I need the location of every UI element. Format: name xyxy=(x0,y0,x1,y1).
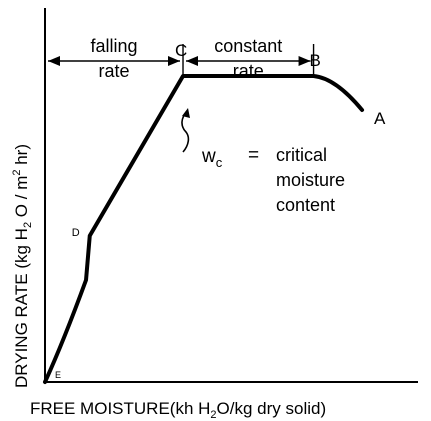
region-arrowhead-right-0 xyxy=(168,56,181,66)
annotation-line1: critical xyxy=(276,145,327,165)
point-label-a: A xyxy=(374,109,386,128)
region-arrowhead-left-1 xyxy=(186,56,199,66)
annotation-symbol: wc xyxy=(201,146,223,170)
region-arrowhead-left-0 xyxy=(48,56,60,66)
annotation-line3: content xyxy=(276,195,335,215)
point-label-b: B xyxy=(310,51,321,70)
annotation-pointer xyxy=(181,110,190,153)
region-arrowhead-right-1 xyxy=(298,56,311,66)
region-label-0-line1: falling xyxy=(90,36,137,56)
point-label-c: C xyxy=(175,41,187,60)
point-label-d: D xyxy=(72,227,80,239)
annotation-arrowhead xyxy=(182,108,190,118)
x-axis-label: FREE MOISTURE(kh H2O/kg dry solid) xyxy=(30,399,326,421)
drying-curve xyxy=(43,74,365,384)
annotation-subscript: c xyxy=(216,155,223,170)
region-label-1-line1: constant xyxy=(214,36,282,56)
region-label-0-line2: rate xyxy=(98,61,129,81)
region-label-1-line2: rate xyxy=(233,61,264,81)
annotation-equals: = xyxy=(248,145,259,166)
y-axis-label: DRYING RATE (kg H2 O / m2 hr) xyxy=(11,144,34,388)
annotation-line2: moisture xyxy=(276,170,345,190)
point-label-e: E xyxy=(55,370,61,380)
